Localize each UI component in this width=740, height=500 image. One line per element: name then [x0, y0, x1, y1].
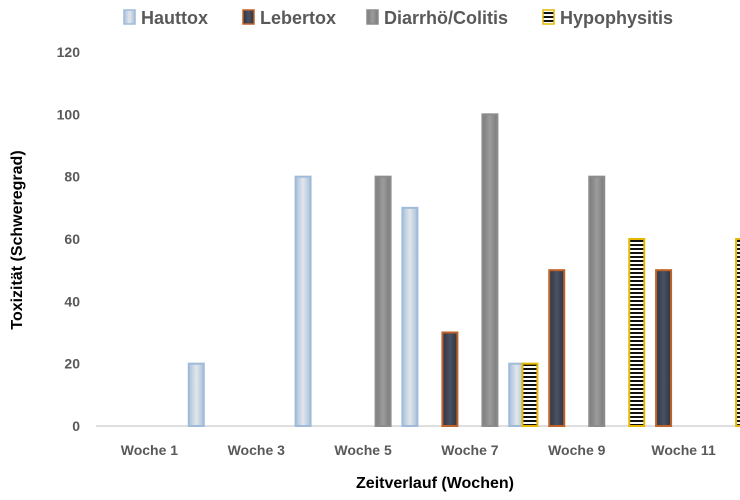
legend: Hauttox Lebertox Diarrhö/Colitis Hypophysit… [123, 8, 673, 28]
bar-hauttox [401, 206, 419, 427]
y-tick-label: 20 [64, 356, 80, 372]
lebertox-legend-swatch [242, 9, 255, 25]
bar-hauttox [187, 362, 205, 427]
diarrhoe-legend-swatch [366, 9, 379, 25]
y-axis: 0 20 40 60 80 100 120 [57, 44, 81, 434]
legend-label: Hypophysitis [560, 8, 673, 28]
y-tick-label: 60 [64, 231, 80, 247]
y-axis-title: Toxizität (Schweregrad) [9, 150, 26, 329]
bar-hypophysitis [521, 362, 539, 427]
bar-lebertox [655, 269, 673, 427]
legend-label: Lebertox [260, 8, 336, 28]
bar-diarrhoe [374, 175, 392, 427]
x-tick-label: Woche 9 [548, 442, 606, 458]
x-axis-title: Zeitverlauf (Wochen) [356, 475, 514, 492]
bar-lebertox [441, 331, 459, 427]
bar-hauttox [294, 175, 312, 427]
x-axis: Woche 1 Woche 3 Woche 5 Woche 7 Woche 9 Woche… [96, 425, 737, 458]
x-tick-label: Woche 1 [121, 442, 179, 458]
x-tick-label: Woche 7 [441, 442, 499, 458]
y-tick-label: 40 [64, 293, 80, 309]
bar-hypophysitis [735, 238, 740, 427]
x-tick-label: Woche 5 [334, 442, 392, 458]
x-tick-label: Woche 11 [651, 442, 716, 458]
bar-hypophysitis [628, 238, 646, 427]
bar-diarrhoe [588, 175, 606, 427]
hypophysitis-legend-swatch [542, 9, 555, 25]
bars [187, 113, 740, 427]
y-tick-label: 100 [57, 106, 81, 122]
legend-label: Hauttox [141, 8, 208, 28]
y-tick-label: 80 [64, 169, 80, 185]
y-tick-label: 120 [57, 44, 81, 60]
y-tick-label: 0 [72, 418, 80, 434]
hauttox-legend-swatch [123, 9, 136, 25]
bar-diarrhoe [481, 113, 499, 427]
bar-lebertox [548, 269, 566, 427]
legend-label: Diarrhö/Colitis [384, 8, 508, 28]
x-tick-label: Woche 3 [228, 442, 286, 458]
